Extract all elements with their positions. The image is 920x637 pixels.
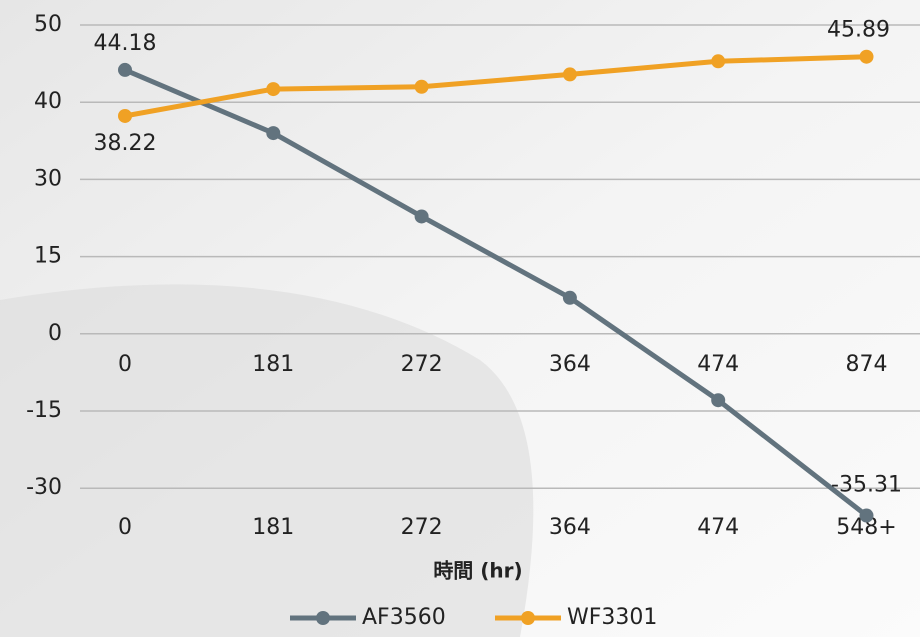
data-point <box>562 67 577 82</box>
data-point <box>414 79 429 94</box>
x-tick-label-secondary: 874 <box>846 352 888 377</box>
y-tick-label: 50 <box>34 12 62 37</box>
data-point <box>562 290 577 305</box>
data-label: 38.22 <box>94 131 157 156</box>
x-tick-label-secondary: 474 <box>697 352 739 377</box>
data-point <box>711 393 726 408</box>
x-tick-label: 272 <box>401 515 443 540</box>
series-line <box>124 54 867 119</box>
y-tick-label: 0 <box>48 321 62 346</box>
x-tick-label: 0 <box>118 515 132 540</box>
x-tick-label: 474 <box>697 515 739 540</box>
y-tick-label: -30 <box>26 475 62 500</box>
x-tick-label: 364 <box>549 515 591 540</box>
legend-label: AF3560 <box>362 605 446 630</box>
data-point <box>711 54 726 69</box>
y-tick-label: -15 <box>26 398 62 423</box>
data-point <box>118 108 132 123</box>
data-point <box>859 508 874 523</box>
legend-marker <box>521 611 535 625</box>
data-point <box>266 82 281 97</box>
series-line <box>124 67 869 518</box>
data-point <box>118 62 132 77</box>
data-label: -35.31 <box>831 473 902 498</box>
y-tick-label: 15 <box>34 244 62 269</box>
x-tick-label-secondary: 364 <box>549 352 591 377</box>
x-tick-label-secondary: 0 <box>118 352 132 377</box>
data-label: 45.89 <box>827 18 890 43</box>
data-label: 44.18 <box>94 31 157 56</box>
data-point <box>414 209 429 224</box>
x-tick-label-secondary: 272 <box>401 352 443 377</box>
legend-marker <box>316 611 330 625</box>
x-tick-label-secondary: 181 <box>252 352 294 377</box>
legend-label: WF3301 <box>567 605 657 630</box>
data-point <box>266 126 281 141</box>
x-axis-label: 時間 (hr) <box>433 559 522 583</box>
background-shape <box>0 284 534 637</box>
x-tick-label: 181 <box>252 515 294 540</box>
data-point <box>859 49 874 64</box>
y-tick-label: 40 <box>34 89 62 114</box>
y-tick-label: 30 <box>34 166 62 191</box>
